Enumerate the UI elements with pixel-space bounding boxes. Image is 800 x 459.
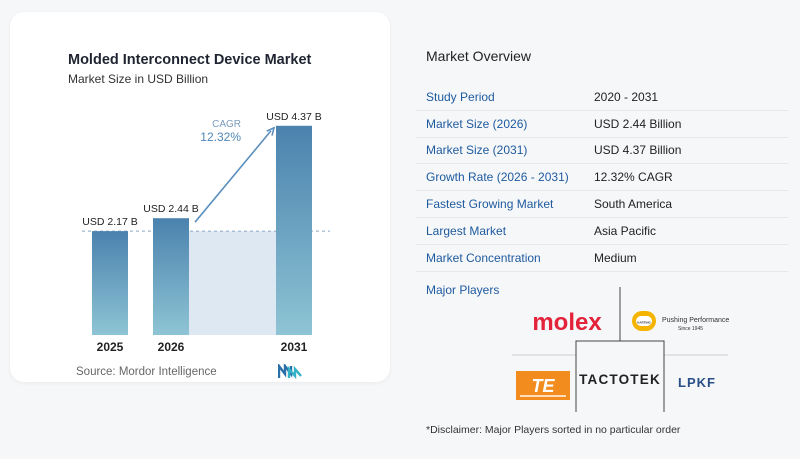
harting-since: Since 1945 xyxy=(678,326,703,332)
overview-row: Largest Market Asia Pacific xyxy=(416,218,788,245)
row-value: 12.32% CAGR xyxy=(594,170,673,185)
overview-row: Market Size (2031) USD 4.37 Billion xyxy=(416,138,788,165)
row-label: Market Concentration xyxy=(426,250,541,265)
chart-title: Molded Interconnect Device Market xyxy=(68,52,312,68)
overview-row: Market Size (2026) USD 2.44 Billion xyxy=(416,111,788,138)
major-players-title: Major Players xyxy=(426,283,500,297)
cagr-value: 12.32% xyxy=(200,130,241,144)
tactotek-logo: TACTOTEK xyxy=(579,372,661,387)
row-value: 2020 - 2031 xyxy=(594,89,659,104)
bar-value-label: USD 2.44 B xyxy=(143,203,198,215)
row-value: USD 2.44 Billion xyxy=(594,116,682,131)
bar-2026 xyxy=(153,218,189,335)
harting-badge: HARTING xyxy=(637,321,651,325)
x-tick-label: 2031 xyxy=(281,340,308,354)
bar-value-label: USD 4.37 B xyxy=(266,111,321,123)
row-value: Asia Pacific xyxy=(594,223,657,238)
disclaimer-text: *Disclaimer: Major Players sorted in no … xyxy=(426,424,681,436)
cagr-arrow-head xyxy=(266,126,276,136)
molex-logo: molex xyxy=(532,309,602,336)
overview-row: Market Concentration Medium xyxy=(416,245,788,272)
row-label: Fastest Growing Market xyxy=(426,197,554,212)
row-label: Market Size (2026) xyxy=(426,116,528,131)
te-logo-text: TE xyxy=(531,376,555,396)
overview-table: Study Period 2020 - 2031 Market Size (202… xyxy=(416,84,788,272)
row-value: USD 4.37 Billion xyxy=(594,143,682,158)
row-label: Largest Market xyxy=(426,223,507,238)
growth-shade xyxy=(189,231,276,335)
x-tick-label: 2026 xyxy=(158,340,185,354)
bar-value-label: USD 2.17 B xyxy=(82,216,137,228)
lpkf-logo: LPKF xyxy=(678,375,716,390)
bar-2025 xyxy=(92,231,128,335)
row-label: Market Size (2031) xyxy=(426,143,528,158)
overview-row: Growth Rate (2026 - 2031) 12.32% CAGR xyxy=(416,164,788,192)
source-text: Source: Mordor Intelligence xyxy=(76,366,217,378)
row-value: Medium xyxy=(594,250,637,265)
cagr-arrow xyxy=(194,130,272,223)
chart-subtitle: Market Size in USD Billion xyxy=(68,72,209,86)
bar-2031 xyxy=(276,125,312,335)
row-value: South America xyxy=(594,197,673,212)
te-logo: TE xyxy=(516,371,570,400)
harting-tagline: Pushing Performance xyxy=(662,317,729,324)
overview-title: Market Overview xyxy=(426,48,532,64)
harting-logo: HARTING Pushing Performance Since 1945 xyxy=(632,311,729,332)
row-label: Growth Rate (2026 - 2031) xyxy=(426,170,569,185)
cagr-label: CAGR xyxy=(212,119,241,130)
bar-chart: USD 2.17 B 2025 USD 2.44 B 2026 USD 4.37 B 20… xyxy=(82,111,330,354)
row-label: Study Period xyxy=(426,89,495,104)
x-tick-label: 2025 xyxy=(97,340,124,354)
overview-row: Study Period 2020 - 2031 xyxy=(416,84,788,111)
overview-row: Fastest Growing Market South America xyxy=(416,191,788,218)
mordor-logo-icon xyxy=(278,364,302,380)
